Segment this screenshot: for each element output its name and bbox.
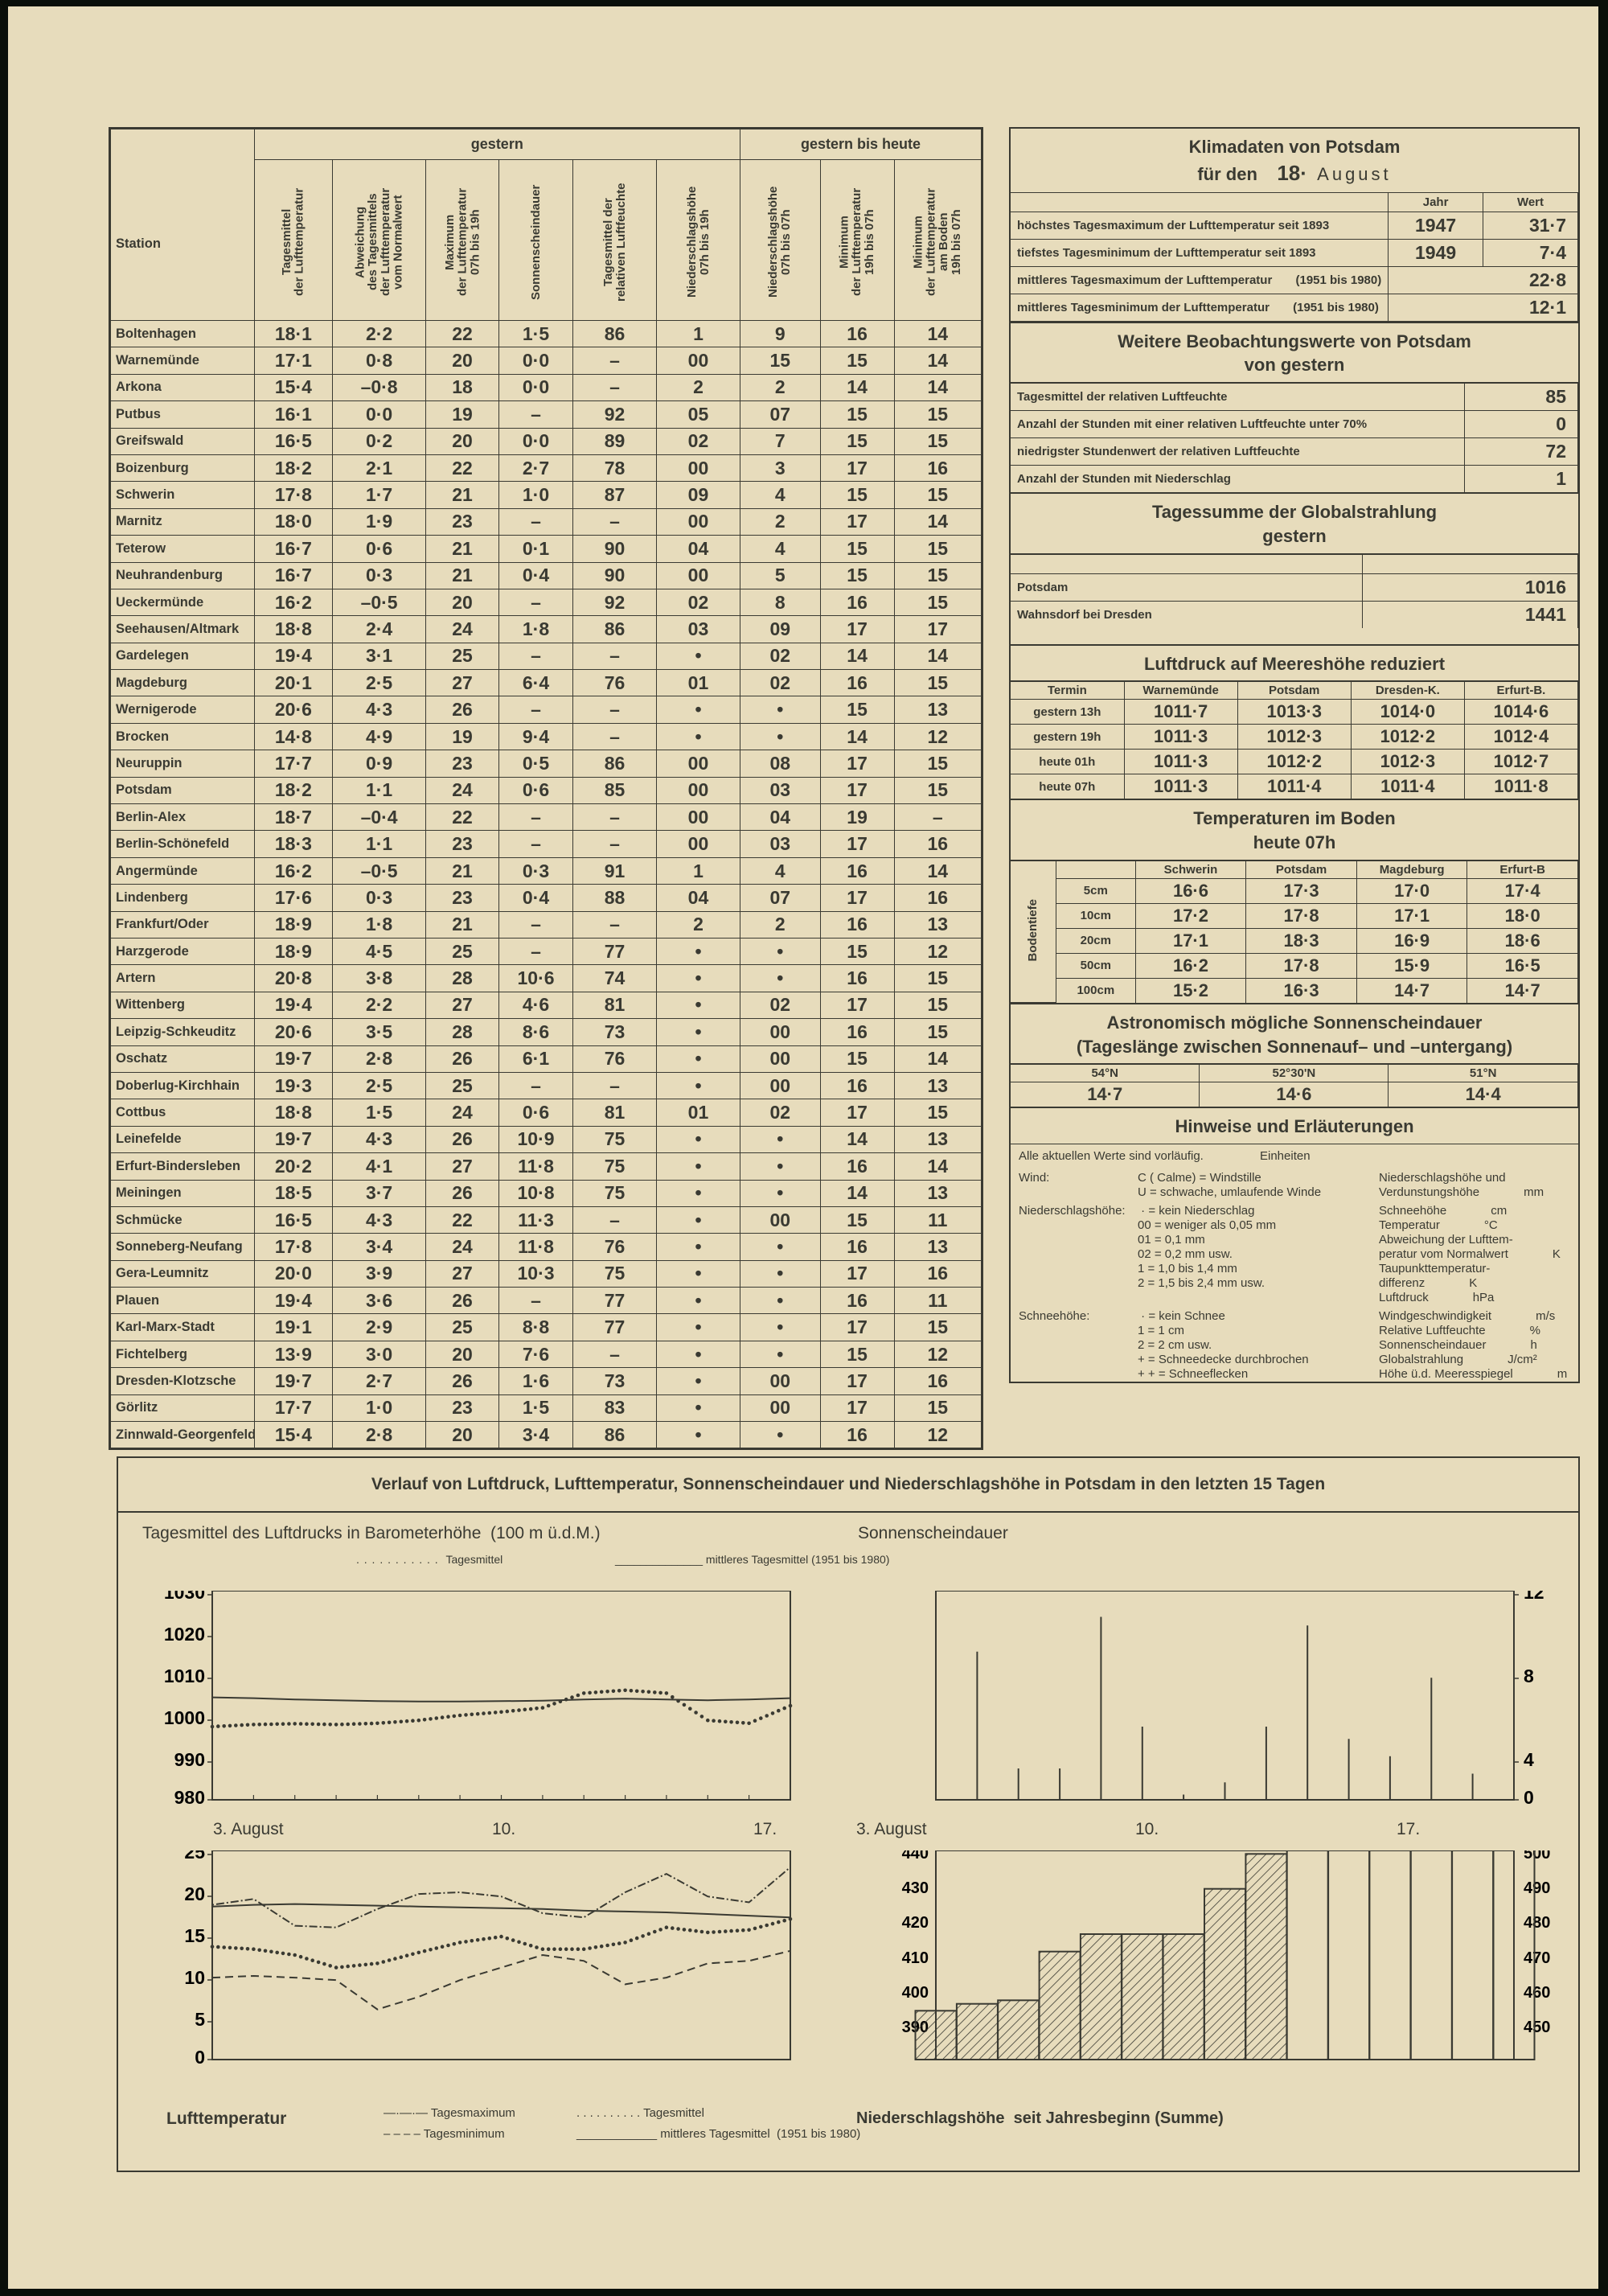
svg-text:12: 12 bbox=[1524, 1591, 1544, 1603]
svg-text:0: 0 bbox=[195, 2047, 205, 2068]
svg-text:990: 990 bbox=[174, 1749, 205, 1770]
svg-text:500: 500 bbox=[1524, 1850, 1550, 1863]
svg-text:5: 5 bbox=[195, 2009, 205, 2030]
svg-text:10: 10 bbox=[184, 1967, 205, 1988]
svg-text:470: 470 bbox=[1524, 1949, 1550, 1967]
svg-text:450: 450 bbox=[1524, 2019, 1550, 2036]
svg-text:460: 460 bbox=[1524, 1984, 1550, 2002]
svg-text:430: 430 bbox=[902, 1879, 929, 1897]
svg-text:15: 15 bbox=[184, 1925, 205, 1946]
svg-text:440: 440 bbox=[902, 1850, 929, 1863]
svg-text:420: 420 bbox=[902, 1914, 929, 1932]
svg-text:400: 400 bbox=[902, 1984, 929, 2002]
svg-text:20: 20 bbox=[184, 1883, 205, 1904]
svg-text:480: 480 bbox=[1524, 1914, 1550, 1932]
svg-text:410: 410 bbox=[902, 1949, 929, 1967]
svg-text:1000: 1000 bbox=[164, 1707, 205, 1728]
svg-text:8: 8 bbox=[1524, 1666, 1534, 1686]
svg-text:25: 25 bbox=[184, 1850, 205, 1863]
svg-text:1030: 1030 bbox=[164, 1591, 205, 1603]
svg-text:1010: 1010 bbox=[164, 1666, 205, 1686]
svg-text:0: 0 bbox=[1524, 1787, 1534, 1808]
svg-text:490: 490 bbox=[1524, 1879, 1550, 1897]
svg-text:980: 980 bbox=[174, 1787, 205, 1808]
svg-text:4: 4 bbox=[1524, 1749, 1534, 1770]
svg-text:1020: 1020 bbox=[164, 1624, 205, 1645]
